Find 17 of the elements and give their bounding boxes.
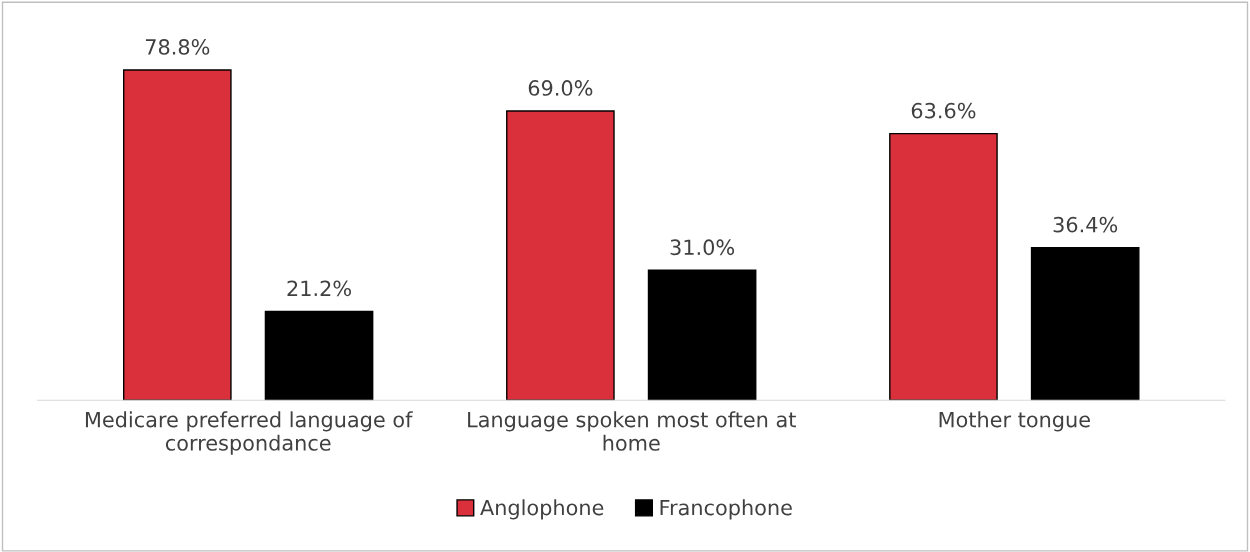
data-label: 21.2% (287, 280, 351, 297)
bar (1030, 246, 1140, 401)
bar (506, 110, 615, 401)
data-label: 78.8% (145, 39, 210, 55)
data-label: 36.4% (1053, 216, 1118, 233)
x-tick-label: Mother tongue (939, 411, 1090, 432)
bar (264, 310, 374, 401)
data-label: 31.0% (670, 239, 735, 256)
bar (889, 132, 998, 401)
x-tick-label: Language spoken most often at home (468, 411, 796, 451)
data-label: 63.6% (911, 102, 976, 119)
legend-label: Francophone (660, 499, 792, 520)
bar (647, 269, 757, 401)
x-tick-label: Medicare preferred language of correspondance (85, 411, 413, 455)
data-label: 69.0% (528, 80, 593, 96)
legend-label: Anglophone (480, 499, 604, 520)
bar (122, 69, 232, 401)
